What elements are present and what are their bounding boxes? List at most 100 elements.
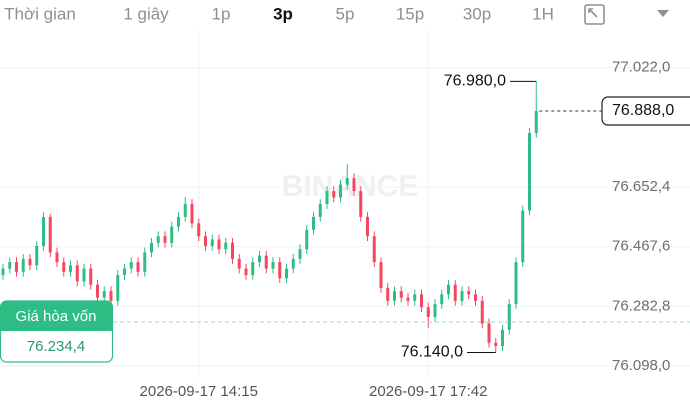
y-tick-label: 76.652,4 [612, 178, 670, 195]
candle-body [298, 249, 302, 259]
watermark: BINANCE [282, 170, 419, 203]
high-marker-label: 76.980,0 [444, 73, 506, 90]
candle-body [426, 307, 430, 317]
candle-body [42, 216, 45, 246]
candle-body [453, 284, 457, 301]
candle-body [440, 294, 444, 305]
candle-body [123, 268, 126, 276]
candle-body [231, 242, 234, 259]
candle-body [129, 262, 133, 269]
candle-body [393, 291, 396, 301]
candle-body [224, 242, 228, 250]
timeframe-tab[interactable]: 5p [336, 4, 355, 23]
candle-body [96, 284, 99, 298]
timeframe-tab[interactable]: 1p [212, 4, 231, 23]
y-tick-label: 76.098,0 [612, 357, 670, 374]
candle-body [8, 262, 12, 269]
candle-body [62, 262, 66, 272]
candle-body [102, 291, 106, 298]
x-tick-label: 2026-09-17 14:15 [140, 383, 258, 400]
candle-body [480, 300, 484, 324]
timeframe-tab[interactable]: 15p [396, 4, 424, 23]
candle-body [48, 216, 52, 253]
timeframe-tab[interactable]: 1H [532, 4, 554, 23]
candle-body [89, 268, 93, 285]
layout-icon[interactable] [584, 4, 605, 25]
candle-body [399, 291, 403, 298]
y-tick-label: 76.282,8 [612, 297, 670, 314]
candle-body [352, 178, 356, 192]
candle-body [420, 294, 423, 308]
candle-body [528, 132, 531, 211]
candle-body [406, 297, 410, 301]
candle-body [366, 216, 369, 237]
candle-body [1, 268, 5, 276]
candle-body [204, 236, 207, 246]
candle-body [116, 275, 120, 301]
candle-body [75, 265, 79, 282]
candle-body [494, 342, 498, 347]
y-tick-label: 76.467,6 [612, 238, 670, 255]
candle-body [447, 284, 450, 295]
candle-body [345, 178, 349, 185]
low-marker-label: 76.140,0 [401, 344, 463, 361]
candle-body [291, 258, 295, 269]
layout-icon-arrow [588, 8, 598, 18]
break-even-title: Giá hòa vốn [16, 308, 97, 325]
candle-body [109, 291, 113, 301]
candle-body [143, 252, 147, 272]
candle-body [507, 304, 511, 330]
current-price-box [601, 96, 690, 126]
break-even-value: 76.234,4 [27, 338, 85, 355]
candle-body [21, 258, 25, 272]
timeframe-tab[interactable]: 1 giây [123, 4, 169, 23]
candle-body [237, 258, 241, 269]
candle-body [433, 304, 437, 317]
candle-body [150, 242, 153, 253]
timeframe-tab[interactable]: 30p [463, 4, 491, 23]
candle-body [372, 236, 376, 263]
candle-body [156, 236, 160, 243]
break-even-header [0, 301, 113, 331]
candle-body [183, 203, 187, 217]
candle-body [264, 255, 268, 269]
candle-body [69, 265, 72, 272]
candle-body [28, 258, 32, 266]
candle-body [501, 329, 504, 347]
candle-body [467, 291, 471, 295]
candle-body [379, 262, 383, 288]
candle-body [318, 203, 322, 217]
candle-body [359, 191, 363, 217]
candle-body [210, 239, 214, 246]
candle-body [136, 262, 140, 272]
candle-body [197, 223, 201, 237]
candle-body [413, 294, 417, 301]
candle-body [258, 255, 261, 263]
toolbar: Thời gian 1 giây 1p 3p 5p 15p 30p 1H [4, 4, 554, 23]
candle-body [15, 262, 18, 272]
candle-body [305, 229, 309, 250]
timeframe-tab[interactable]: 3p [273, 4, 293, 23]
candle-body [55, 252, 59, 263]
candle-body [82, 268, 86, 282]
candle-body [278, 262, 282, 279]
candle-body [217, 239, 221, 250]
candle-body [325, 191, 329, 204]
candle-body [332, 191, 336, 198]
layout-icons [584, 4, 669, 25]
y-tick-label: 77.022,0 [612, 59, 670, 76]
candle-body [487, 323, 491, 343]
x-tick-label: 2026-09-17 17:42 [369, 383, 487, 400]
candle-body [514, 262, 518, 305]
candle-body [244, 268, 248, 276]
candle-body [460, 291, 464, 301]
candle-body [521, 210, 525, 263]
timeframe-tab[interactable]: Thời gian [4, 4, 76, 23]
candle-body [190, 203, 194, 224]
candle-body [170, 226, 174, 243]
candle-body [35, 245, 39, 266]
candle-body [386, 287, 390, 301]
dropdown-icon[interactable] [657, 10, 669, 17]
candle-body [251, 262, 255, 276]
